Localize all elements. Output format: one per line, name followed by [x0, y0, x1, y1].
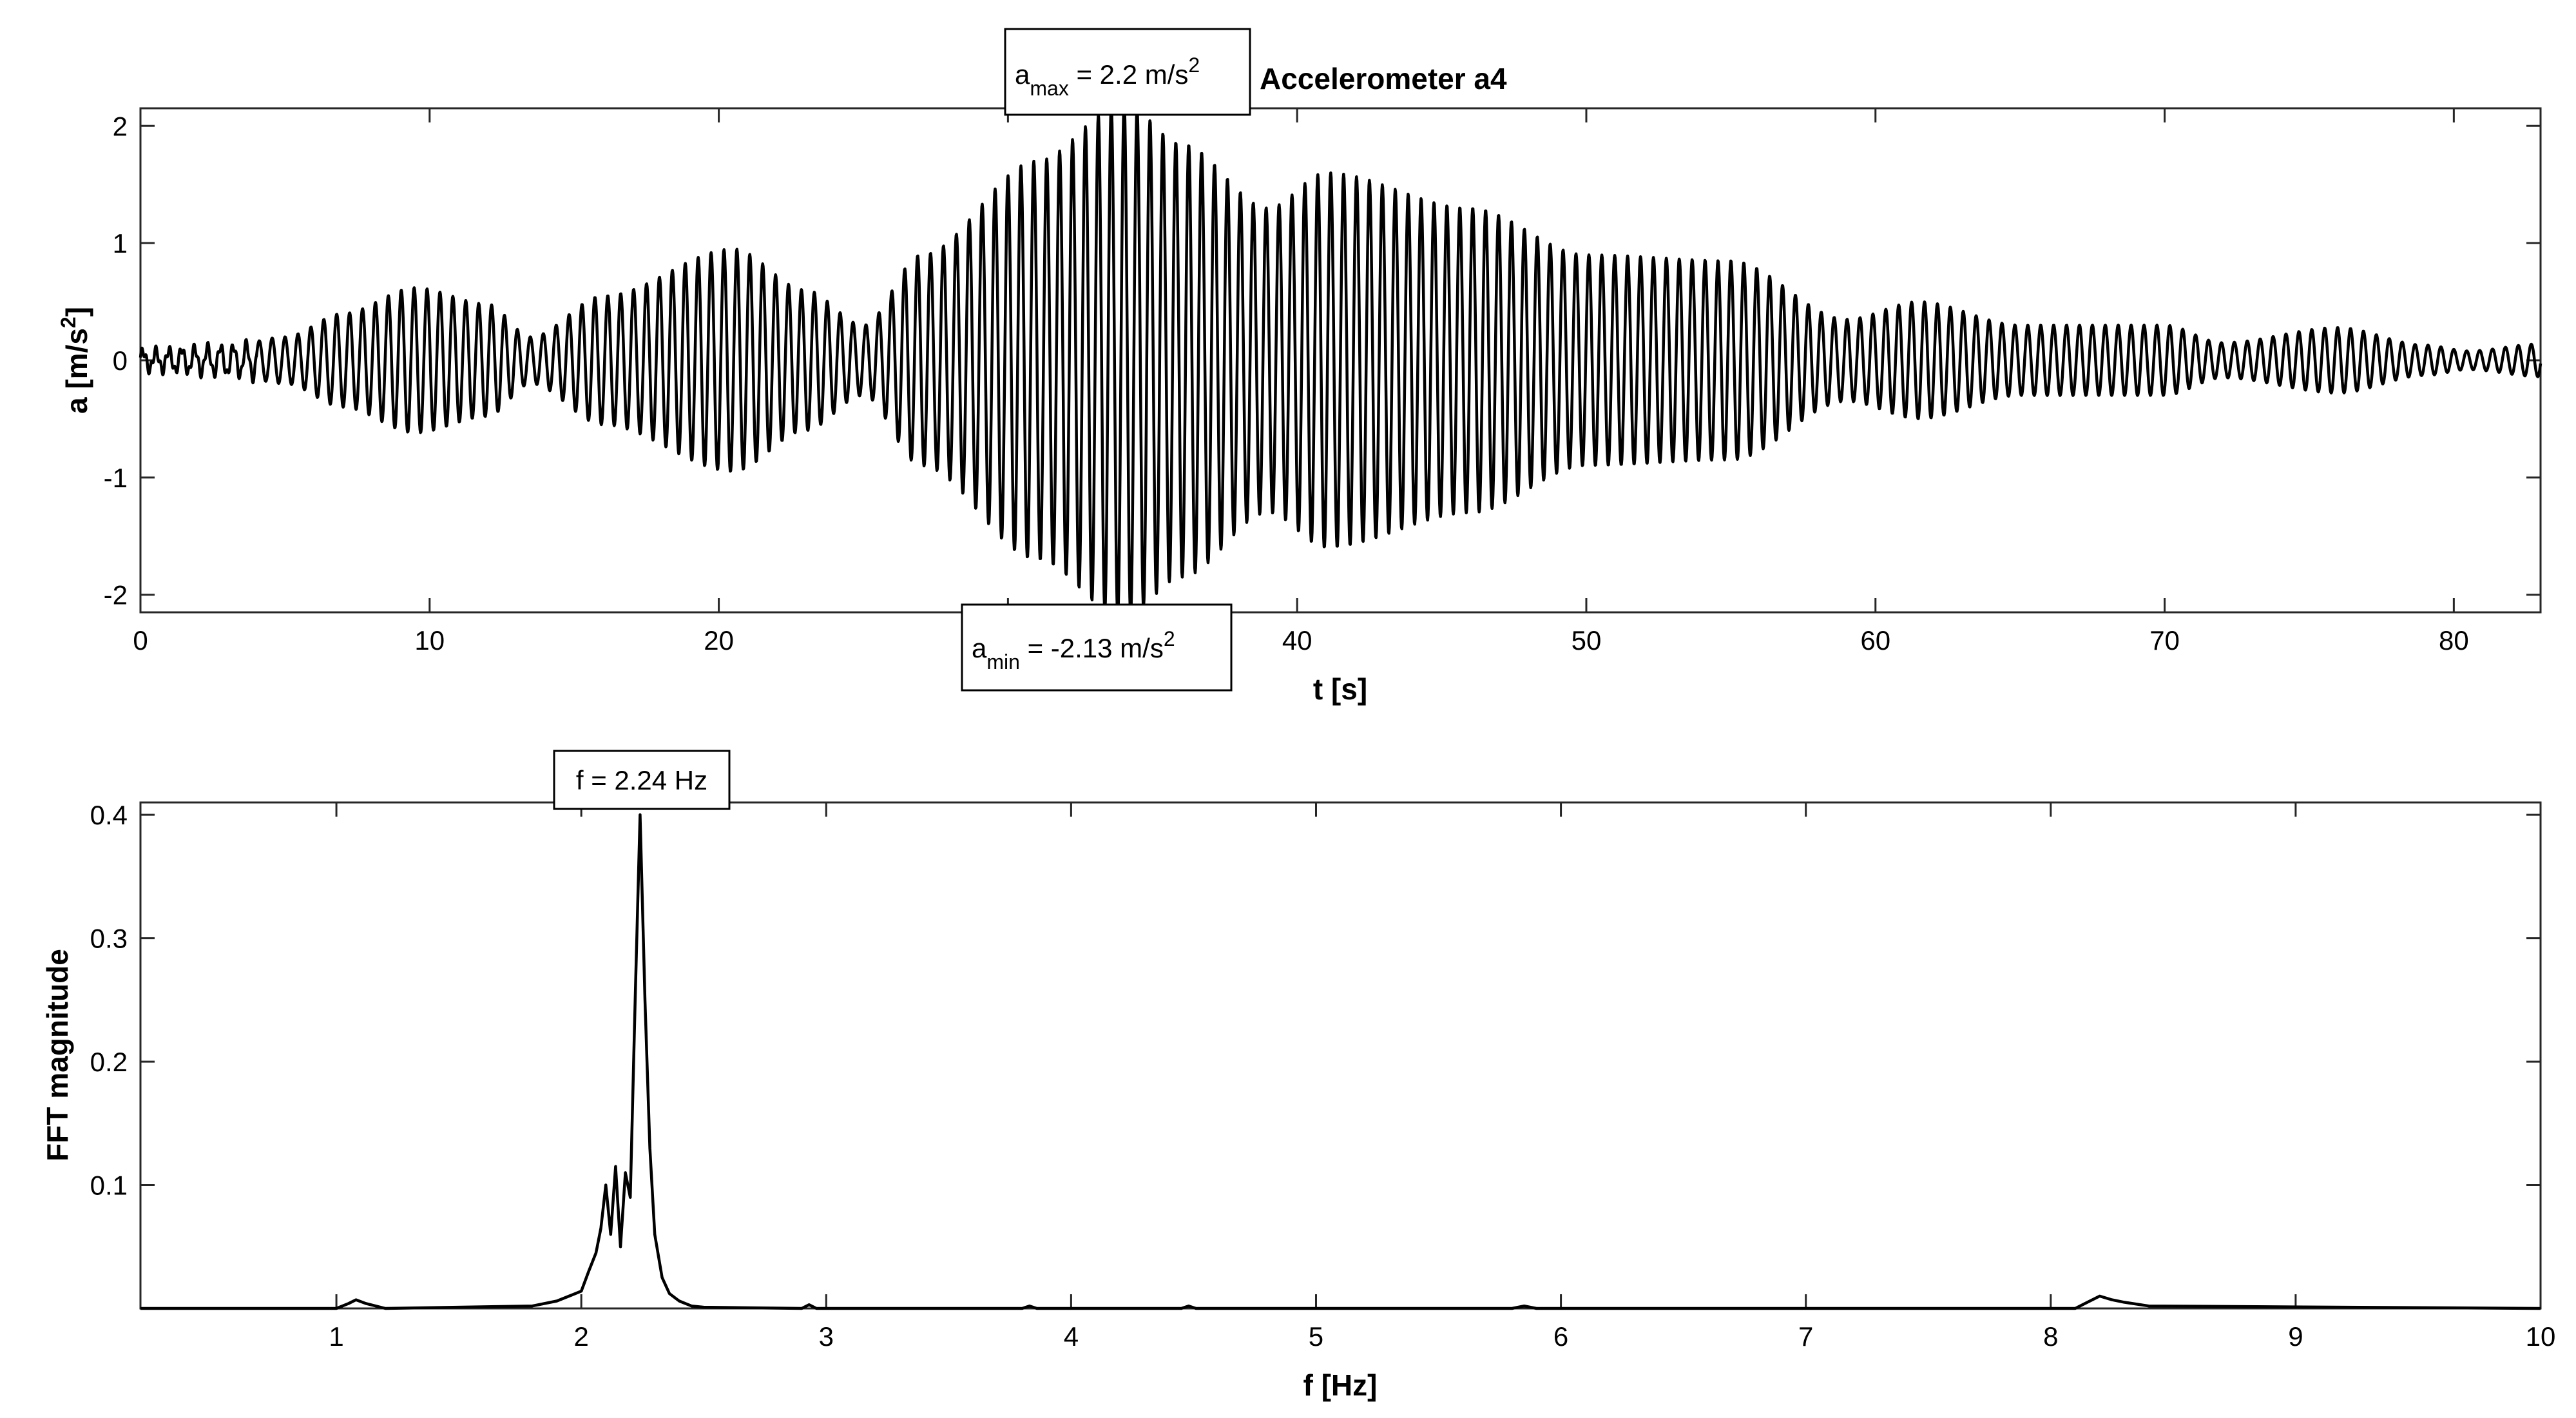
- amin-annotation-text: amin = -2.13 m/s2: [972, 627, 1175, 674]
- amin-annotation: amin = -2.13 m/s2: [961, 603, 1233, 692]
- amax-annotation: amax = 2.2 m/s2: [1004, 28, 1251, 116]
- chart-title: Accelerometer a4: [1260, 62, 1507, 95]
- fft-x-tick-label: 4: [1064, 1321, 1079, 1352]
- amax-annotation-text: amax = 2.2 m/s2: [1015, 53, 1200, 100]
- time-x-tick-label: 60: [1860, 625, 1890, 656]
- time-y-tick-label: -2: [104, 580, 128, 610]
- acceleration-axis-label-sup: 2: [57, 316, 80, 328]
- fft-panel: 1 2 3 4 5 6 7 8 9 10 0.1 0.2 0.3 0.4 f [Hz] FFT magni…: [41, 750, 2556, 1402]
- time-x-tick-label: 80: [2439, 625, 2469, 656]
- fft-x-tick-label: 2: [574, 1321, 589, 1352]
- acceleration-axis-label: a [m/s2]: [57, 307, 93, 414]
- fft-x-tick-label: 8: [2043, 1321, 2058, 1352]
- fft-y-tick-label: 0.2: [90, 1047, 128, 1077]
- fft-x-tick-label: 9: [2288, 1321, 2303, 1352]
- fpeak-annotation-box: [553, 750, 731, 810]
- time-x-tick-label: 0: [133, 625, 148, 656]
- amin-sub: min: [986, 650, 1020, 674]
- time-y-tick-label: 2: [113, 111, 128, 141]
- amax-annotation-box: [1004, 28, 1251, 116]
- amin-value: = -2.13 m/s: [1020, 633, 1164, 663]
- fft-plot-frame: [139, 801, 2542, 1310]
- acceleration-axis-label-main: a [m/s: [60, 328, 93, 414]
- acceleration-axis-label-end: ]: [60, 307, 93, 316]
- time-x-tick-label: 10: [414, 625, 445, 656]
- amin-annotation-box: [961, 603, 1233, 692]
- fft-magnitude-axis-label: FFT magnitude: [41, 949, 74, 1161]
- fft-magnitude-series-line: [140, 813, 2541, 1310]
- amin-sup: 2: [1164, 627, 1175, 650]
- amin-base: a: [972, 633, 987, 663]
- fft-x-tick-label: 1: [329, 1321, 343, 1352]
- time-x-tick-label: 70: [2149, 625, 2180, 656]
- time-x-tick-label: 20: [704, 625, 734, 656]
- fft-x-tick-label: 10: [2526, 1321, 2556, 1352]
- fft-x-tick-label: 6: [1553, 1321, 1568, 1352]
- amax-value: = 2.2 m/s: [1069, 59, 1189, 90]
- fpeak-annotation-text: f = 2.24 Hz: [576, 765, 707, 795]
- time-x-tick-label: 40: [1282, 625, 1312, 656]
- time-x-tick-label: 50: [1572, 625, 1602, 656]
- time-y-tick-label: -1: [104, 463, 128, 493]
- fft-y-tick-label: 0.3: [90, 924, 128, 954]
- amax-sub: max: [1030, 77, 1068, 100]
- amax-base: a: [1015, 59, 1030, 90]
- fft-x-tick-label: 5: [1309, 1321, 1323, 1352]
- amax-sup: 2: [1188, 53, 1200, 77]
- fft-x-tick-label: 7: [1798, 1321, 1813, 1352]
- time-axis-label: t [s]: [1313, 672, 1367, 706]
- fft-axis-ticks: 1 2 3 4 5 6 7 8 9 10 0.1 0.2 0.3 0.4: [90, 800, 2556, 1352]
- acceleration-series-line: [139, 106, 2542, 614]
- time-y-tick-label: 1: [113, 228, 128, 258]
- fft-x-tick-label: 3: [819, 1321, 834, 1352]
- fpeak-annotation: f = 2.24 Hz: [553, 750, 731, 810]
- fft-y-tick-label: 0.1: [90, 1170, 128, 1201]
- time-y-tick-label: 0: [113, 345, 128, 376]
- fft-y-tick-label: 0.4: [90, 800, 128, 830]
- frequency-axis-label: f [Hz]: [1303, 1368, 1378, 1402]
